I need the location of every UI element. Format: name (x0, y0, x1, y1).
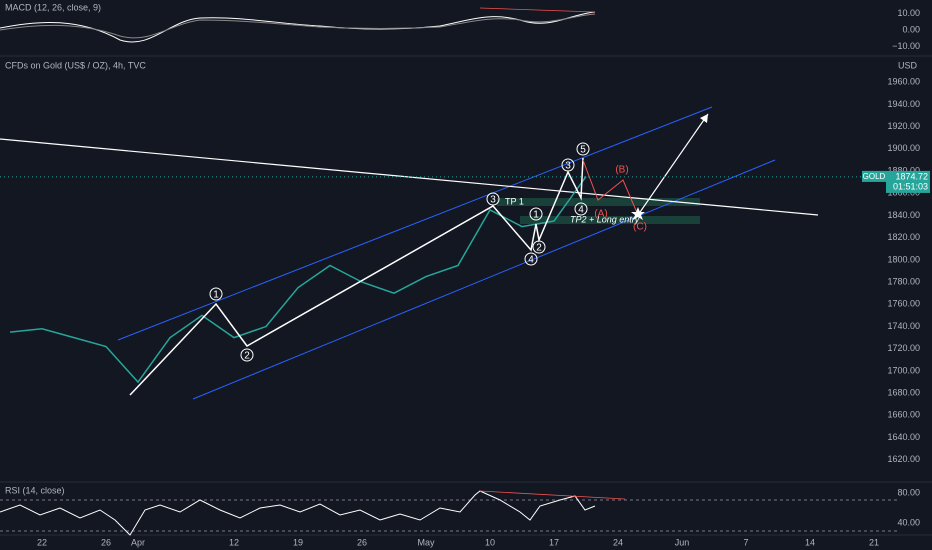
y-tick-label: 1880.00 (887, 165, 920, 175)
macd-tick-label: −10.00 (892, 41, 920, 51)
chart-title: CFDs on Gold (US$ / OZ), 4h, TVC (5, 60, 146, 70)
projection (637, 113, 709, 216)
macd-tick-label: 0.00 (902, 24, 920, 34)
symbol: GOLD (863, 172, 886, 181)
x-tick-label: 14 (805, 537, 815, 547)
macd-tick-label: 10.00 (897, 8, 920, 18)
x-tick-label: 22 (37, 537, 47, 547)
wave-label: 1 (213, 290, 219, 301)
wave-c: (C) (633, 222, 647, 233)
wave-label: 3 (565, 161, 571, 172)
wave-circles (209, 142, 590, 362)
rsi-line (0, 490, 596, 536)
wave-label: 2 (244, 351, 250, 362)
x-tick-label: May (417, 537, 435, 547)
y-tick-label: 1640.00 (887, 432, 920, 442)
y-tick-label: 1620.00 (887, 454, 920, 464)
arrowhead (700, 114, 708, 123)
y-tick-label: 1720.00 (887, 343, 920, 353)
wave-b: (B) (615, 165, 628, 176)
x-tick-label: 21 (869, 537, 879, 547)
y-tick-label: 1920.00 (887, 121, 920, 131)
y-tick-label: 1740.00 (887, 321, 920, 331)
wave-label: 1 (533, 210, 539, 221)
rsi-tick-label: 80.00 (897, 487, 920, 497)
last-price: 1874.72 (895, 171, 928, 181)
tp1-zone (497, 198, 700, 206)
rsi-tick-label: 40.00 (897, 517, 920, 527)
countdown: 01:51:03 (893, 181, 928, 191)
x-tick-label: Jun (675, 537, 690, 547)
x-tick-label: 17 (549, 537, 559, 547)
channel-lower (192, 159, 776, 400)
x-tick-label: 12 (229, 537, 239, 547)
x-tick-label: Apr (131, 537, 145, 547)
divergence (479, 490, 626, 500)
x-tick-label: 10 (485, 537, 495, 547)
price-tag (886, 170, 930, 193)
signal-line (0, 13, 596, 39)
tp2-zone (520, 216, 700, 224)
y-tick-label: 1900.00 (887, 143, 920, 153)
entry-star (631, 207, 645, 220)
tp1-label: TP 1 (505, 196, 524, 206)
wave-label: 2 (536, 243, 542, 254)
y-tick-label: 1800.00 (887, 254, 920, 264)
y-tick-label: 1820.00 (887, 232, 920, 242)
x-tick-label: 26 (101, 537, 111, 547)
y-tick-label: 1680.00 (887, 388, 920, 398)
symbol-tag (862, 170, 886, 182)
divergence (479, 7, 596, 13)
wave-label: 5 (580, 145, 586, 156)
correction-path (582, 159, 639, 216)
channel-upper (117, 106, 713, 341)
y-tick-label: 1760.00 (887, 299, 920, 309)
macd-title: MACD (12, 26, close, 9) (5, 2, 101, 12)
y-tick-label: 1660.00 (887, 410, 920, 420)
wave-label: 3 (490, 195, 496, 206)
x-tick-label: 24 (613, 537, 623, 547)
rsi-title: RSI (14, close) (5, 485, 65, 495)
wave-path (129, 157, 584, 396)
x-tick-label: 26 (357, 537, 367, 547)
x-tick-label: 19 (293, 537, 303, 547)
y-tick-label: 1840.00 (887, 210, 920, 220)
y-tick-label: 1960.00 (887, 77, 920, 87)
tp2-label: TP2 + Long entry (570, 214, 640, 224)
price-line (9, 176, 587, 384)
wave-label: 4 (578, 205, 584, 216)
y-tick-label: 1700.00 (887, 365, 920, 375)
wave-label: 4 (528, 255, 534, 266)
y-tick-label: 1780.00 (887, 276, 920, 286)
currency: USD (898, 60, 918, 70)
y-tick-label: 1940.00 (887, 99, 920, 109)
wave-a: (A) (594, 209, 607, 220)
x-tick-label: 7 (743, 537, 748, 547)
